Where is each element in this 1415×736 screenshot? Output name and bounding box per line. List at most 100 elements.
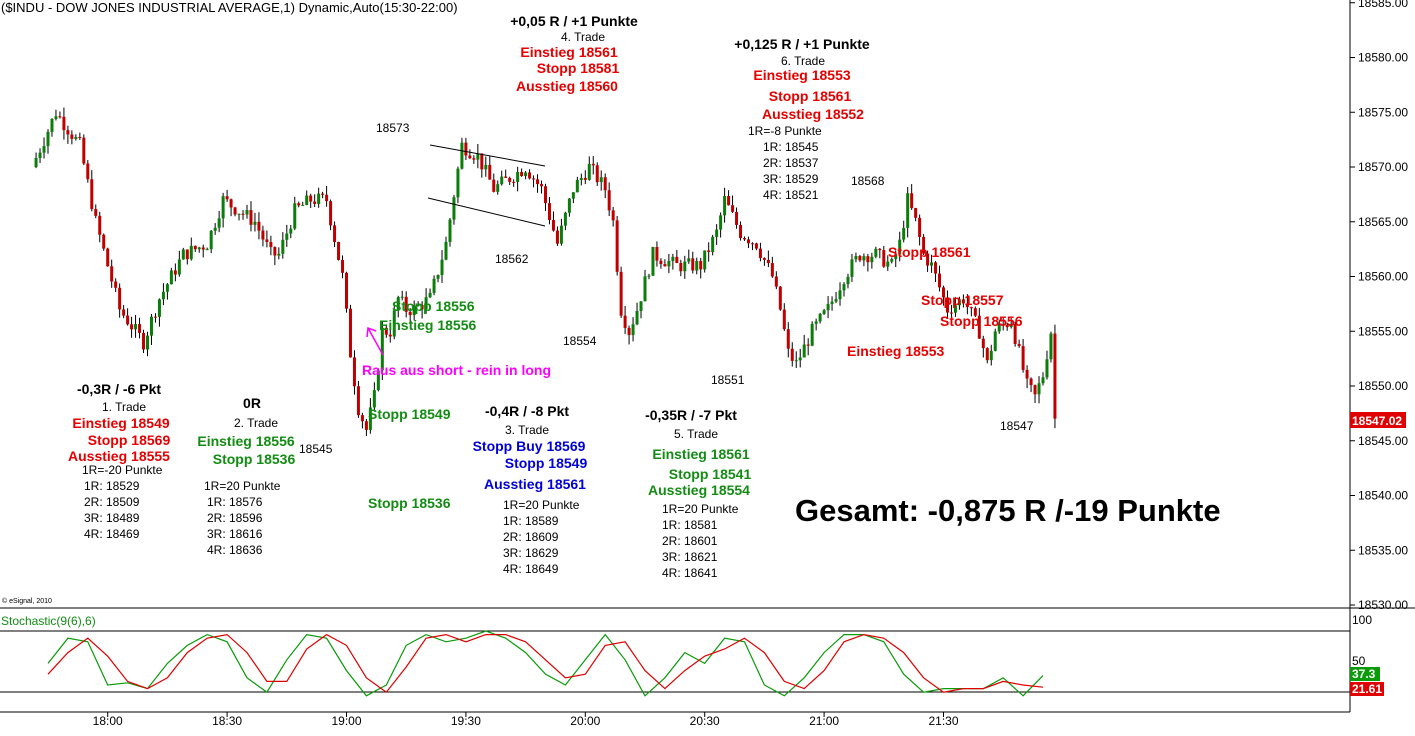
candle-body [1021,346,1025,370]
candle-body [838,290,842,300]
candle-body [854,256,858,260]
trade6-r2: 2R: 18537 [763,156,819,170]
candle-body [436,274,440,279]
last-price-box [1350,412,1406,428]
candle-body [420,304,424,310]
candle-body [687,258,691,262]
candle-body [496,184,500,192]
trade5-entry: Einstieg 18561 [652,446,749,462]
candle-body [329,201,333,226]
trade1-r1: 1R: 18529 [84,479,140,493]
candle-body [1037,383,1041,395]
trade1-entry: Einstieg 18549 [72,415,169,431]
candle-body [623,315,627,328]
candle-body [1017,343,1021,347]
time-tick-label: 21:00 [809,714,839,728]
trade2-r3: 3R: 18616 [207,527,263,541]
arrow-head-icon [366,326,377,338]
candle-body [432,278,436,293]
trade5-r0: 1R=20 Punkte [662,502,739,516]
chart-title: ($INDU - DOW JONES INDUSTRIAL AVERAGE,1)… [1,0,458,15]
price-label-18545: 18545 [299,442,333,456]
price-axis: 18585.00 18580.00 18575.00 18570.00 18565.00… [1350,0,1408,612]
candle-body [181,249,185,260]
trade2-r0: 1R=20 Punkte [204,479,281,493]
mid-stop-18536: Stopp 18536 [368,495,451,511]
candle-body [82,137,86,164]
candle-body [241,213,245,215]
candle-body [488,164,492,180]
candle-body [774,276,778,287]
candle-body [293,203,297,229]
candle-body [866,256,870,263]
trade5-name: 5. Trade [674,427,718,441]
candle-body [826,304,830,311]
candle-body [492,179,496,192]
candle-body [468,155,472,159]
candle-body [571,192,575,199]
candle-body [858,256,862,261]
stoch-d-value-box [1350,682,1384,696]
trade5-r2: 2R: 18601 [662,534,718,548]
candle-body [575,179,579,193]
candle-body [528,172,532,179]
candle-body [766,259,770,264]
candle-body [221,196,225,219]
candle-body [544,186,547,204]
trade2-r1: 1R: 18576 [207,495,263,509]
candle-body [1049,333,1053,360]
candle-body [930,262,934,266]
candle-body [364,421,368,430]
candle-body [778,286,782,310]
candle-body [520,171,524,177]
candle-body [898,239,902,255]
candle-body [834,299,838,302]
candle-body [938,273,942,288]
candle-body [512,181,516,183]
trade3-r2: 2R: 18609 [503,530,559,544]
candle-body [448,219,452,242]
stoch-d-line [47,633,1044,694]
candle-body [428,292,432,298]
price-label-18547: 18547 [1000,419,1034,433]
candle-body [536,179,540,185]
candle-body [1013,324,1017,344]
candle-body [352,357,356,387]
price-tick-label: 18580.00 [1358,51,1408,65]
candle-body [583,177,587,180]
candle-body [424,297,428,310]
candle-body [790,348,794,361]
candle-body [217,218,221,228]
candle-body [114,281,118,288]
candle-body [460,142,464,169]
candle-body [78,136,82,138]
candle-body [305,195,309,205]
candle-body [317,193,321,204]
candle-body [746,239,750,244]
candle-body [392,310,396,337]
mid-entry-18556: Einstieg 18556 [379,317,476,333]
candle-body [627,327,631,336]
candle-body [957,299,961,306]
trade1-stop: Stopp 18569 [88,432,171,448]
candle-body [643,276,647,302]
candle-body [356,386,360,416]
candle-body [500,176,504,185]
candle-body [70,134,74,139]
trade2-name: 2. Trade [234,416,278,430]
candle-body [1053,333,1057,419]
candle-body [822,310,826,314]
candle-body [659,260,663,265]
candle-body [874,248,878,257]
candle-body [532,178,536,180]
candle-body [559,225,563,244]
trade3-r1: 1R: 18589 [503,514,559,528]
trade3-r0: 1R=20 Punkte [503,498,580,512]
last-price: 18547.02 [1352,414,1402,428]
candle-body [169,270,173,285]
candle-body [368,407,372,430]
time-tick-label: 19:00 [331,714,361,728]
candle-body [850,259,854,277]
candle-body [333,225,337,242]
candle-body [798,357,802,361]
